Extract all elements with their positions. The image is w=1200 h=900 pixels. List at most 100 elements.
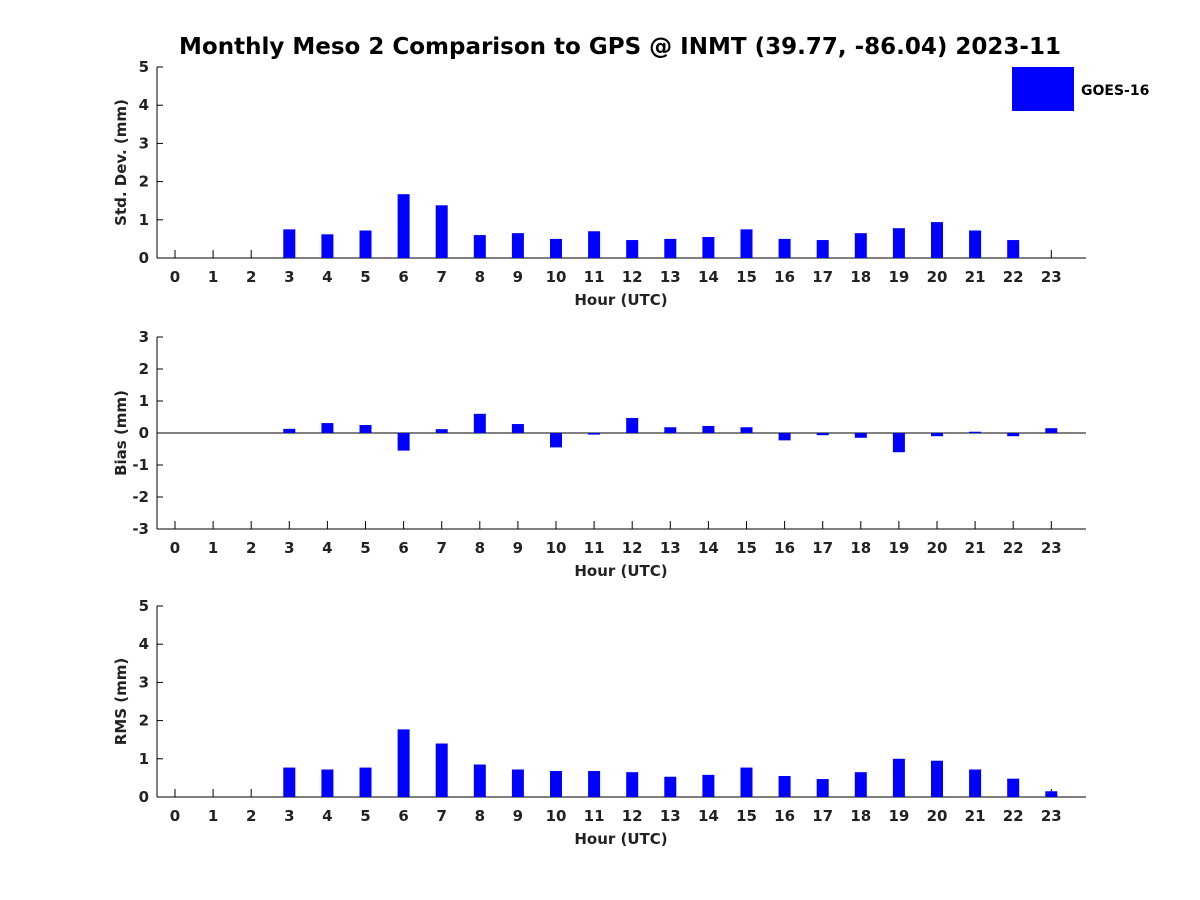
bias-bar-hour-12 [626, 417, 639, 433]
figure-title: Monthly Meso 2 Comparison to GPS @ INMT … [179, 34, 1061, 60]
std-x-tick-label: 17 [812, 268, 833, 286]
rms-x-tick-label: 12 [622, 807, 643, 825]
rms-x-tick-label: 3 [284, 807, 294, 825]
rms-bar-hour-5 [359, 767, 372, 797]
bias-x-tick-label: 16 [774, 539, 795, 557]
std-y-tick-label: 3 [139, 134, 149, 152]
std-x-tick-label: 19 [888, 268, 909, 286]
std-bar-hour-14 [702, 236, 715, 258]
bias-y-tick-label: 3 [139, 328, 149, 346]
rms-bar-hour-11 [588, 771, 601, 797]
rms-y-tick-label: 1 [139, 750, 149, 768]
std-x-tick-label: 2 [246, 268, 256, 286]
rms-bar-hour-20 [931, 760, 943, 797]
std-x-tick-label: 7 [436, 268, 446, 286]
bias-bar-hour-7 [435, 429, 448, 433]
bias-x-tick-label: 7 [436, 539, 446, 557]
rms-bar-hour-22 [1007, 778, 1020, 797]
bias-x-tick-label: 12 [622, 539, 643, 557]
std-bar-hour-4 [321, 234, 334, 258]
bias-bar-hour-23 [1045, 428, 1058, 433]
std-x-tick-label: 16 [774, 268, 795, 286]
bias-y-tick-label: -2 [132, 488, 149, 506]
rms-bar-hour-16 [778, 775, 791, 797]
bias-x-tick-label: 18 [850, 539, 871, 557]
bias-x-axis-label: Hour (UTC) [574, 562, 667, 580]
bias-bar-hour-19 [892, 433, 905, 453]
std-x-tick-label: 0 [170, 268, 180, 286]
std-x-tick-label: 11 [584, 268, 605, 286]
rms-x-tick-label: 21 [965, 807, 986, 825]
bias-bar-hour-17 [816, 433, 829, 436]
std-x-tick-label: 13 [660, 268, 681, 286]
std-y-tick-label: 2 [139, 173, 149, 191]
bias-x-tick-label: 9 [513, 539, 523, 557]
std-bar-hour-10 [550, 238, 562, 258]
std-bar-hour-18 [854, 233, 867, 258]
bias-bar-hour-18 [854, 433, 867, 438]
rms-x-tick-label: 15 [736, 807, 757, 825]
std-x-tick-label: 10 [546, 268, 567, 286]
std-bar-hour-17 [816, 240, 829, 258]
rms-bar-hour-18 [854, 772, 867, 797]
std-bar-hour-12 [626, 240, 639, 258]
bias-y-tick-label: 0 [139, 424, 149, 442]
rms-x-tick-label: 5 [360, 807, 370, 825]
rms-bar-hour-14 [702, 774, 715, 797]
rms-x-tick-label: 10 [546, 807, 567, 825]
bias-bar-hour-13 [664, 427, 677, 433]
std-bar-hour-16 [778, 238, 791, 258]
bias-x-tick-label: 17 [812, 539, 833, 557]
bias-y-tick-label: -3 [132, 520, 149, 538]
bias-x-tick-label: 2 [246, 539, 256, 557]
rms-x-tick-label: 2 [246, 807, 256, 825]
rms-bar-hour-6 [397, 729, 410, 797]
bias-x-tick-label: 23 [1041, 539, 1062, 557]
rms-x-tick-label: 9 [513, 807, 523, 825]
std-x-tick-label: 14 [698, 268, 719, 286]
bias-x-tick-label: 15 [736, 539, 757, 557]
bias-x-tick-label: 20 [927, 539, 948, 557]
std-bar-hour-21 [969, 230, 982, 258]
bias-y-tick-label: -1 [132, 456, 149, 474]
bias-x-tick-label: 21 [965, 539, 986, 557]
legend: GOES-16 [1012, 67, 1149, 111]
legend-label: GOES-16 [1081, 83, 1149, 99]
rms-bar-hour-13 [664, 776, 677, 797]
bias-bar-hour-16 [778, 433, 791, 441]
std-y-axis-label: Std. Dev. (mm) [112, 99, 130, 226]
bias-x-tick-label: 10 [546, 539, 567, 557]
bias-x-tick-label: 3 [284, 539, 294, 557]
rms-bar-hour-8 [473, 764, 486, 797]
rms-x-tick-label: 23 [1041, 807, 1062, 825]
rms-bar-hour-3 [283, 767, 296, 797]
bias-x-tick-label: 6 [398, 539, 408, 557]
std-x-tick-label: 9 [513, 268, 523, 286]
bias-x-tick-label: 5 [360, 539, 370, 557]
std-y-tick-label: 4 [139, 96, 149, 114]
bias-bar-hour-11 [588, 433, 601, 435]
bias-x-tick-label: 0 [170, 539, 180, 557]
rms-x-tick-label: 11 [584, 807, 605, 825]
bias-y-tick-label: 1 [139, 392, 149, 410]
rms-bar-hour-23 [1045, 791, 1058, 797]
std-bar-hour-3 [283, 229, 296, 258]
bias-x-tick-label: 11 [584, 539, 605, 557]
std-bar-hour-19 [892, 228, 905, 258]
std-y-tick-label: 1 [139, 211, 149, 229]
rms-y-axis-label: RMS (mm) [112, 658, 130, 745]
std-x-tick-label: 18 [850, 268, 871, 286]
rms-x-tick-label: 1 [208, 807, 218, 825]
rms-x-tick-label: 13 [660, 807, 681, 825]
rms-bar-hour-10 [550, 771, 562, 797]
rms-bar-hour-15 [740, 767, 753, 797]
rms-bar-hour-12 [626, 772, 639, 797]
rms-x-tick-label: 19 [888, 807, 909, 825]
std-x-tick-label: 22 [1003, 268, 1024, 286]
bias-x-tick-label: 19 [888, 539, 909, 557]
